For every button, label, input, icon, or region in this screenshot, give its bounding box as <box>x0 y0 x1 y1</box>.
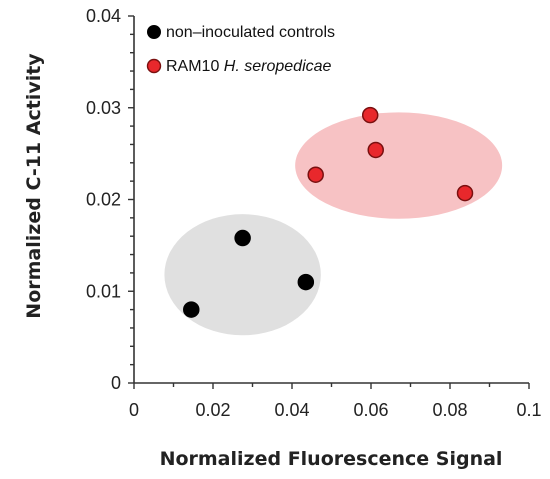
data-point-series-1 <box>307 166 324 183</box>
legend: non–inoculated controls RAM10 H. seroped… <box>146 24 335 75</box>
x-tick-label: 0.1 <box>516 400 541 420</box>
cluster-ellipse-1 <box>295 112 503 219</box>
legend-label-ram10-species: H. seropedicae <box>224 58 332 75</box>
x-tick-label: 0.06 <box>353 400 388 420</box>
y-axis-label: Normalized C-11 Activity <box>23 53 45 319</box>
x-tick-label: 0.04 <box>274 400 309 420</box>
legend-label-controls: non–inoculated controls <box>166 24 335 41</box>
x-tick-label: 0.08 <box>432 400 467 420</box>
data-point-series-0 <box>183 301 200 318</box>
data-point-series-1 <box>456 184 474 202</box>
cluster-ellipse-0 <box>164 214 321 336</box>
x-tick-label: 0.02 <box>195 400 230 420</box>
data-point-series-0 <box>234 229 251 247</box>
legend-marker-controls <box>147 25 161 39</box>
data-point-series-1 <box>361 106 379 124</box>
cluster-ellipses <box>164 112 503 336</box>
legend-label-ram10-prefix: RAM10 <box>166 58 224 75</box>
x-tick-label: 0 <box>129 400 139 420</box>
data-points <box>183 106 474 318</box>
data-point-series-0 <box>297 273 315 291</box>
axis-ticks: 0 0.02 0.04 0.06 0.08 0.1 0 0.01 0.02 0.03 0.04 <box>86 6 542 420</box>
data-point-series-1 <box>367 141 384 159</box>
y-tick-label: 0.01 <box>86 281 121 301</box>
y-tick-label: 0.02 <box>86 190 121 210</box>
y-tick-label: 0.04 <box>86 6 121 26</box>
x-axis-label: Normalized Fluorescence Signal <box>160 448 503 470</box>
y-tick-label: 0 <box>111 373 121 393</box>
legend-marker-ram10 <box>146 58 162 74</box>
legend-label-ram10: RAM10 H. seropedicae <box>166 58 332 75</box>
y-tick-label: 0.03 <box>86 98 121 118</box>
